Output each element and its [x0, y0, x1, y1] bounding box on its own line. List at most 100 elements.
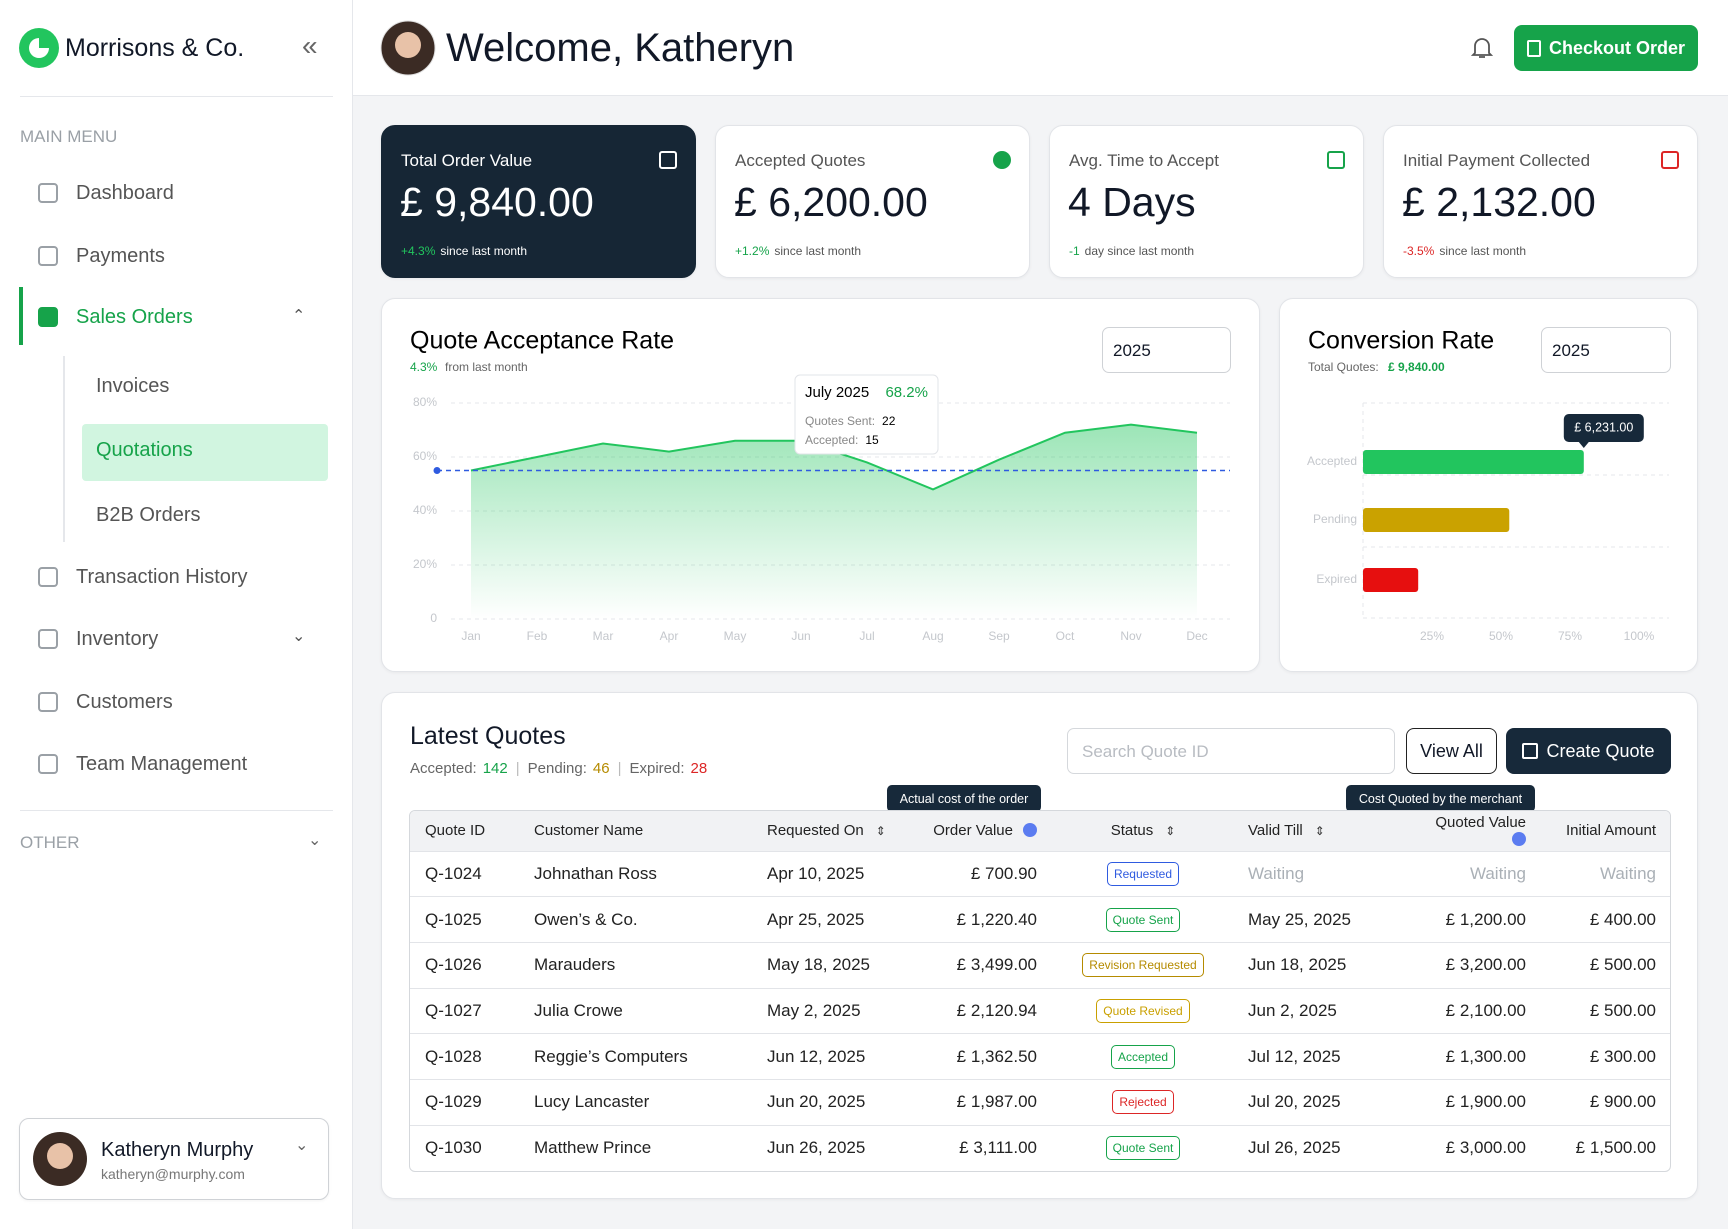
submenu-item[interactable]: Quotations [96, 439, 193, 461]
collapse[interactable]: « [302, 30, 318, 61]
tooltip-title: July 2025 [805, 384, 869, 401]
checkout-button[interactable]: Checkout Order [1514, 25, 1698, 71]
column-header: Order Value [906, 811, 1051, 851]
kpi-value: £ 9,840.00 [400, 179, 594, 225]
sort-icon[interactable]: ⇕ [1165, 824, 1176, 839]
x-tick-label: Apr [660, 629, 679, 643]
table-cell: Q-1030 [410, 1124, 534, 1171]
y-tick-label: 80% [413, 395, 437, 409]
menu-item[interactable]: Team Management [76, 753, 248, 775]
table-cell: £ 3,000.00 [1421, 1124, 1541, 1171]
x-tick-label: May [724, 629, 747, 643]
menu-item[interactable]: Payments [76, 245, 165, 267]
y-tick-label: 40% [413, 503, 437, 517]
menu-item[interactable]: Transaction History [76, 566, 248, 588]
kpi-label: Avg. Time to Accept [1069, 151, 1219, 170]
table-row: Q-1028 Reggie’s Computers Jun 12, 2025 £ 1,… [410, 1033, 1670, 1080]
table-cell: Q-1027 [410, 987, 534, 1034]
user-email: katheryn@murphy.com [101, 1166, 245, 1182]
menu-icon [38, 307, 58, 327]
create-quote-button[interactable]: Create Quote [1506, 728, 1671, 774]
column-header: Status ⇕ [1051, 811, 1235, 851]
submenu-item[interactable]: B2B Orders [96, 504, 201, 526]
status-badge: Revision Requested [1082, 953, 1204, 978]
tooltip-row-label: Accepted: [805, 433, 858, 447]
y-tick-label: 60% [413, 449, 437, 463]
column-header: Quote ID [410, 811, 534, 851]
year-select[interactable]: 2025 [1102, 327, 1231, 373]
icon [1522, 743, 1539, 759]
table-cell: May 25, 2025 [1235, 896, 1421, 943]
column-header: Valid Till ⇕ [1235, 811, 1421, 851]
menu-item[interactable]: Sales Orders [76, 306, 193, 328]
chevron[interactable]: ⌄ [308, 832, 322, 849]
table-wrap: Quote ID Customer Name Requested On ⇕ Order … [409, 810, 1671, 1172]
status-badge: Rejected [1112, 1090, 1174, 1115]
table-cell: Jun 2, 2025 [1235, 987, 1421, 1034]
x-tick-label: 75% [1558, 629, 1582, 643]
user-name: Katheryn Murphy [101, 1139, 254, 1161]
column-label: Quote ID [425, 822, 486, 840]
table-cell: £ 1,362.50 [906, 1033, 1051, 1080]
table-cell: Q-1024 [410, 850, 534, 897]
table-row: Q-1025 Owen’s & Co. Apr 25, 2025 £ 1,220.40… [410, 896, 1670, 943]
kpi-note: day since last month [1084, 244, 1195, 258]
section-label: OTHER [20, 833, 80, 852]
menu-item[interactable]: Inventory [76, 628, 159, 650]
table-cell: Jul 26, 2025 [1235, 1124, 1421, 1171]
table-cell: £ 2,120.94 [906, 987, 1051, 1034]
summary-value: 28 [690, 760, 708, 777]
kpi-change-row: +1.2% since last month [735, 244, 861, 258]
kpi-value: £ 6,200.00 [734, 179, 928, 225]
separator: | [617, 760, 622, 777]
y-tick-label: Expired [1316, 572, 1357, 586]
submenu-item[interactable]: Invoices [96, 375, 170, 397]
summary-label: Accepted: [410, 760, 477, 777]
sort-icon[interactable]: ⇕ [875, 824, 886, 839]
sort-icon[interactable]: ⇕ [1314, 824, 1325, 839]
brand: Morrisons & Co. [65, 34, 245, 62]
x-tick-label: Feb [527, 629, 548, 643]
bell[interactable] [1471, 35, 1493, 61]
table-cell: Quote Revised [1051, 987, 1235, 1034]
column-label: Quoted Value [1435, 813, 1526, 831]
table-cell: Jul 12, 2025 [1235, 1033, 1421, 1080]
year-select[interactable]: 2025 [1541, 327, 1671, 373]
page-title: Welcome, Katheryn [446, 26, 795, 70]
column-label: Customer Name [534, 822, 644, 840]
menu-icon [38, 567, 58, 587]
menu-icon [38, 629, 58, 649]
table-cell: Waiting [1421, 850, 1541, 897]
kpi-change: +1.2% [735, 244, 770, 258]
x-tick-label: Nov [1120, 629, 1141, 643]
menu-item[interactable]: Customers [76, 691, 173, 713]
create-label: Create Quote [1546, 740, 1655, 761]
kpi-icon [1327, 151, 1345, 169]
x-tick-label: Jun [791, 629, 810, 643]
table-cell: Owen’s & Co. [534, 896, 767, 943]
bar [1363, 508, 1510, 532]
tooltip-value: 68.2% [885, 384, 928, 401]
kpi-change: -1 [1069, 244, 1080, 258]
submenu-highlight [82, 424, 328, 481]
table-cell: £ 400.00 [1541, 896, 1670, 943]
kpi-card: Avg. Time to Accept 4 Days -1 day since las… [1049, 125, 1364, 278]
x-tick-label: 25% [1420, 629, 1444, 643]
divider [20, 810, 333, 811]
table-cell: Jul 20, 2025 [1235, 1078, 1421, 1126]
x-tick-label: Jan [461, 629, 480, 643]
table-cell: Requested [1051, 850, 1235, 897]
search-input[interactable]: Search Quote ID [1067, 728, 1395, 774]
avatar [33, 1132, 87, 1186]
column-label: Valid Till [1248, 822, 1303, 840]
table-cell: May 18, 2025 [767, 941, 906, 989]
info-icon [1023, 823, 1037, 838]
column-header: Customer Name [534, 811, 767, 851]
view-all-button[interactable]: View All [1406, 728, 1497, 774]
table-cell: Quote Sent [1051, 1124, 1235, 1171]
table-cell: £ 500.00 [1541, 987, 1670, 1034]
menu-item[interactable]: Dashboard [76, 182, 174, 204]
bar [1363, 450, 1584, 474]
header-tooltip: Cost Quoted by the merchant [1346, 785, 1535, 812]
user-card[interactable]: Katheryn Murphy katheryn@murphy.com ⌄ [19, 1118, 329, 1200]
